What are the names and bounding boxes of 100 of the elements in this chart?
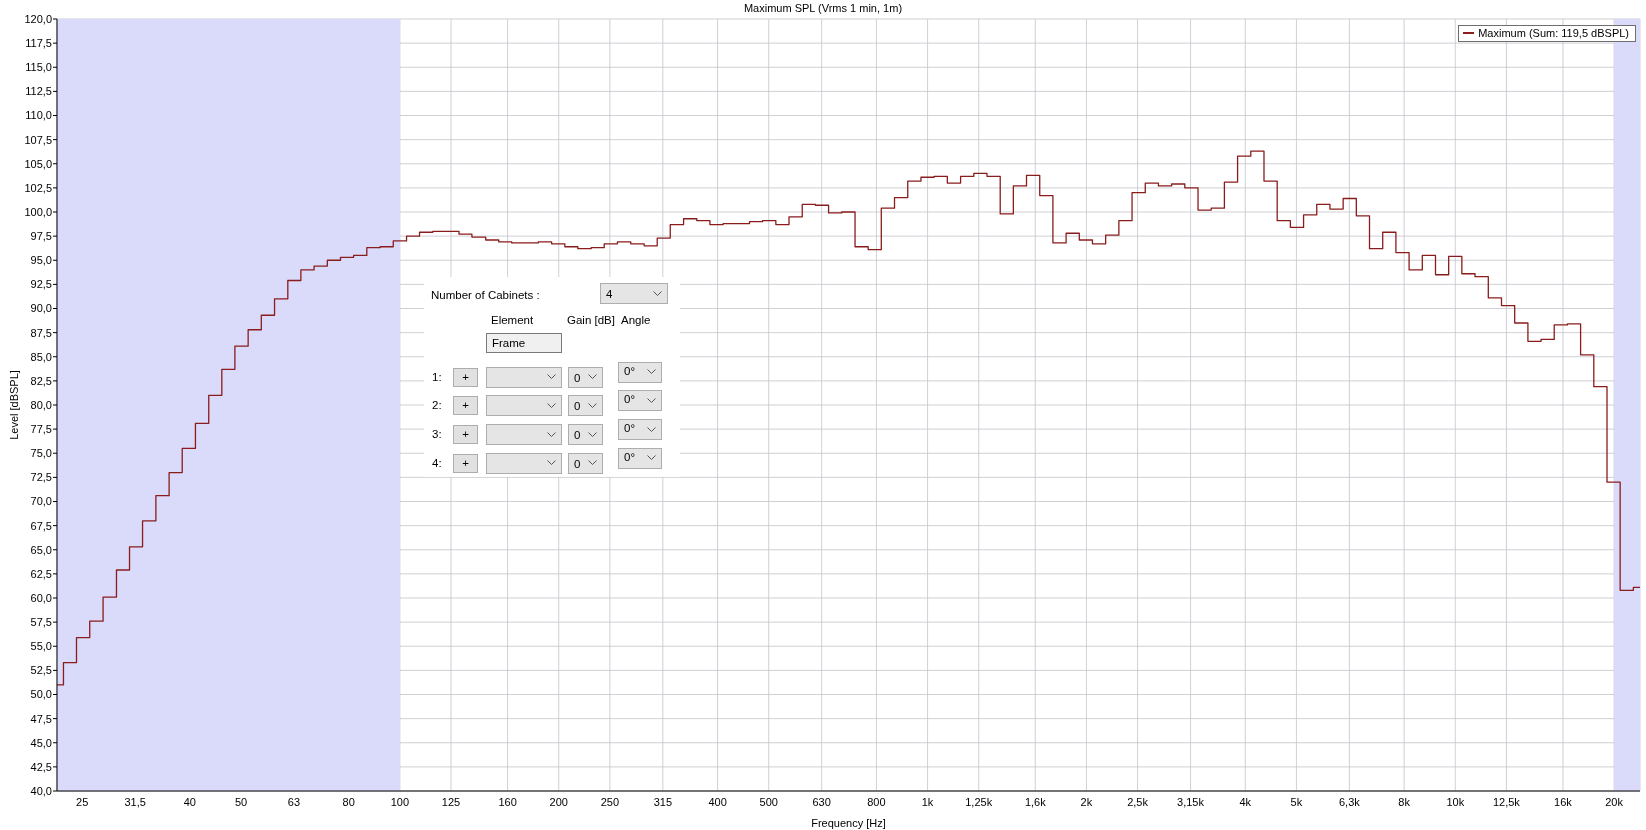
y-tick-label: 40,0 [30, 784, 52, 797]
annotation: 2: [432, 399, 442, 412]
annotation: 0° [624, 393, 635, 406]
x-tick-label: 500 [759, 795, 778, 808]
dropdown: 0 [568, 424, 603, 446]
y-tick-label: 82,5 [30, 374, 52, 387]
y-tick-label: 75,0 [30, 447, 52, 460]
y-tick-label: 50,0 [30, 688, 52, 701]
y-tick-label: 97,5 [30, 230, 52, 243]
y-tick-label: 102,5 [24, 181, 52, 194]
y-tick-label: 107,5 [24, 133, 52, 146]
x-tick-label: 800 [867, 795, 886, 808]
x-tick-label: 2,5k [1127, 795, 1149, 808]
annotation: + [462, 370, 469, 383]
y-tick-label: 105,0 [24, 157, 52, 170]
annotation: Element [491, 314, 534, 326]
x-tick-label: 4k [1239, 795, 1252, 808]
y-tick-label: 87,5 [30, 326, 52, 339]
y-tick-label: 77,5 [30, 423, 52, 436]
x-tick-label: 25 [76, 795, 89, 808]
x-tick-label: 40 [183, 795, 197, 808]
y-tick-label: 65,0 [30, 543, 52, 556]
annotation: 1: [432, 370, 442, 383]
y-tick-label: 42,5 [30, 760, 52, 773]
x-tick-label: 2k [1080, 795, 1093, 808]
y-tick-label: 120,0 [24, 12, 52, 25]
y-tick-label: 92,5 [30, 278, 52, 291]
annotation: 0 [574, 429, 581, 442]
annotation: 3: [432, 428, 442, 441]
x-tick-label: 1,25k [965, 795, 993, 808]
dropdown: 4 [600, 283, 668, 304]
dropdown: 0° [618, 361, 662, 383]
annotation: 0 [574, 400, 581, 413]
button: + [453, 396, 478, 416]
x-tick-label: 63 [287, 795, 301, 808]
annotation: 4 [606, 288, 613, 300]
y-tick-label: 67,5 [30, 519, 52, 532]
button: + [453, 425, 478, 445]
annotation: Angle [621, 314, 651, 326]
y-tick-label: 115,0 [25, 61, 52, 74]
x-tick-label: 400 [708, 795, 727, 808]
dropdown: 0 [568, 395, 603, 417]
x-tick-label: 10k [1446, 795, 1465, 808]
y-tick-label: 60,0 [30, 591, 52, 604]
y-tick-label: 55,0 [30, 640, 52, 653]
x-tick-label: 3,15k [1177, 795, 1205, 808]
x-tick-label: 8k [1398, 795, 1411, 808]
y-tick-label: 112,5 [25, 85, 52, 98]
y-tick-label: 100,0 [24, 205, 52, 218]
annotation: Frame [492, 337, 526, 349]
chart-title: Maximum SPL (Vrms 1 min, 1m) [743, 2, 903, 14]
x-axis-title: Frequency [Hz] [811, 817, 886, 829]
annotation: 0 [574, 371, 581, 384]
x-tick-label: 200 [549, 795, 568, 808]
x-tick-label: 31,5 [124, 795, 146, 808]
dropdown: 0° [618, 390, 662, 412]
x-tick-label: 1k [921, 795, 934, 808]
annotation: + [462, 456, 469, 469]
x-tick-label: 250 [600, 795, 620, 808]
annotation: + [462, 428, 469, 441]
y-tick-label: 110,0 [25, 109, 52, 122]
dropdown: 0° [618, 447, 662, 469]
dropdown: 0 [568, 452, 603, 474]
x-tick-label: 50 [234, 795, 248, 808]
y-tick-label: 80,0 [30, 398, 52, 411]
text-field: Frame [486, 333, 562, 353]
button: + [453, 367, 478, 387]
y-tick-label: 90,0 [30, 302, 52, 315]
x-tick-label: 125 [441, 795, 461, 808]
annotation: Number of Cabinets : [431, 289, 540, 301]
y-tick-label: 95,0 [30, 254, 52, 267]
x-tick-label: 160 [498, 795, 517, 808]
x-tick-label: 20k [1605, 795, 1624, 808]
legend-label: Maximum (Sum: 119,5 dBSPL) [1478, 27, 1629, 39]
y-tick-label: 45,0 [30, 736, 52, 749]
y-axis-title: Level [dBSPL] [7, 370, 20, 440]
x-tick-label: 5k [1290, 795, 1303, 808]
y-tick-label: 52,5 [30, 664, 52, 677]
annotation: 0 [574, 457, 581, 470]
x-tick-label: 630 [812, 795, 831, 808]
dropdown: 0 [568, 366, 603, 388]
y-tick-label: 72,5 [30, 471, 52, 484]
y-tick-label: 57,5 [30, 616, 52, 629]
y-tick-label: 47,5 [30, 712, 52, 725]
x-tick-label: 100 [390, 795, 410, 808]
x-tick-label: 6,3k [1338, 795, 1361, 808]
y-tick-label: 70,0 [30, 495, 52, 508]
y-tick-label: 62,5 [30, 567, 52, 580]
annotation: 0° [624, 422, 635, 435]
dropdown: 0° [618, 419, 662, 441]
x-tick-label: 315 [653, 795, 673, 808]
annotation: Gain [dB] [567, 314, 615, 326]
annotation: 0° [624, 450, 635, 463]
y-tick-label: 85,0 [30, 350, 52, 363]
x-tick-label: 16k [1554, 795, 1573, 808]
x-tick-label: 1,6k [1024, 795, 1047, 808]
x-tick-label: 12,5k [1492, 795, 1521, 808]
x-tick-label: 80 [342, 795, 355, 808]
annotation: + [462, 399, 469, 412]
annotation: 0° [624, 364, 635, 377]
